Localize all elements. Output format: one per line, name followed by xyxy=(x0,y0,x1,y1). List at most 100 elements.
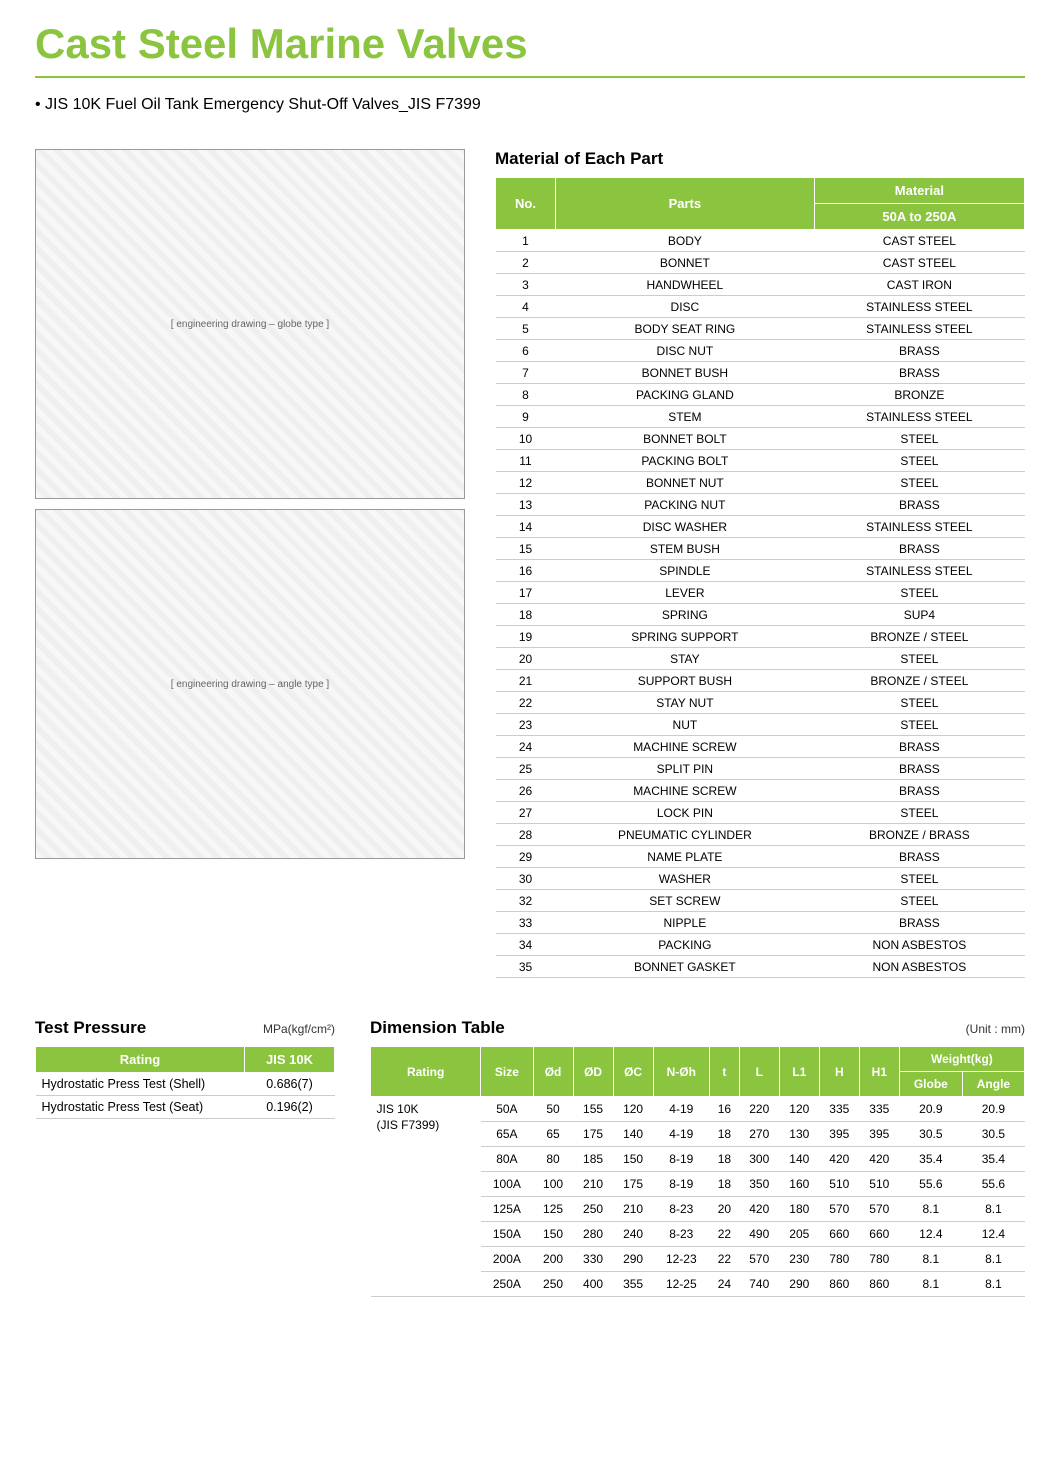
table-row: 32SET SCREWSTEEL xyxy=(496,890,1025,912)
cell-L: 740 xyxy=(739,1272,779,1297)
cell-part: DISC WASHER xyxy=(556,516,815,538)
cell-C: 210 xyxy=(613,1197,653,1222)
cell-wg: 30.5 xyxy=(899,1122,962,1147)
material-heading: Material of Each Part xyxy=(495,149,1025,169)
col-rating: Rating xyxy=(36,1047,245,1073)
cell-part: BONNET NUT xyxy=(556,472,815,494)
cell-t: 16 xyxy=(710,1097,740,1122)
cell-wg: 8.1 xyxy=(899,1197,962,1222)
cell-D: 330 xyxy=(573,1247,613,1272)
col-øc: ØC xyxy=(613,1047,653,1097)
cell-D: 210 xyxy=(573,1172,613,1197)
cell-part: STEM BUSH xyxy=(556,538,815,560)
table-row: Hydrostatic Press Test (Shell)0.686(7) xyxy=(36,1073,335,1096)
cell-part: NAME PLATE xyxy=(556,846,815,868)
col-angle: Angle xyxy=(962,1072,1024,1097)
col-weight: Weight(kg) xyxy=(899,1047,1024,1072)
table-row: 29NAME PLATEBRASS xyxy=(496,846,1025,868)
col-ød: ØD xyxy=(573,1047,613,1097)
cell-part: BONNET BUSH xyxy=(556,362,815,384)
cell-L1: 205 xyxy=(779,1222,819,1247)
cell-H: 780 xyxy=(819,1247,859,1272)
diagram-column: [ engineering drawing – globe type ] [ e… xyxy=(35,149,465,978)
cell-D: 185 xyxy=(573,1147,613,1172)
cell-material: STAINLESS STEEL xyxy=(814,296,1024,318)
cell-part: BONNET GASKET xyxy=(556,956,815,978)
cell-no: 14 xyxy=(496,516,556,538)
cell-C: 175 xyxy=(613,1172,653,1197)
table-row: 2BONNETCAST STEEL xyxy=(496,252,1025,274)
cell-material: NON ASBESTOS xyxy=(814,956,1024,978)
cell-Nh: 8-23 xyxy=(653,1197,709,1222)
cell-no: 3 xyxy=(496,274,556,296)
cell-D: 175 xyxy=(573,1122,613,1147)
cell-part: LEVER xyxy=(556,582,815,604)
cell-H: 660 xyxy=(819,1222,859,1247)
cell-D: 155 xyxy=(573,1097,613,1122)
cell-material: STEEL xyxy=(814,868,1024,890)
cell-material: BRONZE / STEEL xyxy=(814,670,1024,692)
cell-d: 65 xyxy=(533,1122,573,1147)
cell-no: 6 xyxy=(496,340,556,362)
cell-t: 18 xyxy=(710,1122,740,1147)
cell-wa: 55.6 xyxy=(962,1172,1024,1197)
table-row: 13PACKING NUTBRASS xyxy=(496,494,1025,516)
cell-material: STAINLESS STEEL xyxy=(814,560,1024,582)
cell-part: BONNET xyxy=(556,252,815,274)
cell-L: 420 xyxy=(739,1197,779,1222)
cell-H: 510 xyxy=(819,1172,859,1197)
cell-no: 11 xyxy=(496,450,556,472)
cell-L: 490 xyxy=(739,1222,779,1247)
table-row: 19SPRING SUPPORTBRONZE / STEEL xyxy=(496,626,1025,648)
cell-label: Hydrostatic Press Test (Seat) xyxy=(36,1096,245,1119)
table-row: 26MACHINE SCREWBRASS xyxy=(496,780,1025,802)
cell-D: 250 xyxy=(573,1197,613,1222)
cell-size: 65A xyxy=(481,1122,533,1147)
cell-C: 120 xyxy=(613,1097,653,1122)
cell-t: 18 xyxy=(710,1172,740,1197)
table-row: 10BONNET BOLTSTEEL xyxy=(496,428,1025,450)
cell-t: 22 xyxy=(710,1247,740,1272)
cell-material: STEEL xyxy=(814,802,1024,824)
cell-wa: 8.1 xyxy=(962,1247,1024,1272)
cell-d: 80 xyxy=(533,1147,573,1172)
table-row: 22STAY NUTSTEEL xyxy=(496,692,1025,714)
cell-material: STEEL xyxy=(814,648,1024,670)
col-l: L xyxy=(739,1047,779,1097)
cell-wa: 20.9 xyxy=(962,1097,1024,1122)
cell-material: BRASS xyxy=(814,494,1024,516)
cell-no: 27 xyxy=(496,802,556,824)
cell-H1: 570 xyxy=(859,1197,899,1222)
cell-t: 18 xyxy=(710,1147,740,1172)
cell-no: 8 xyxy=(496,384,556,406)
table-row: 35BONNET GASKETNON ASBESTOS xyxy=(496,956,1025,978)
cell-material: STEEL xyxy=(814,582,1024,604)
title-divider xyxy=(35,76,1025,78)
cell-material: SUP4 xyxy=(814,604,1024,626)
test-pressure-unit: MPa(kgf/cm²) xyxy=(263,1018,335,1036)
cell-L: 350 xyxy=(739,1172,779,1197)
cell-material: STEEL xyxy=(814,450,1024,472)
cell-wa: 30.5 xyxy=(962,1122,1024,1147)
cell-material: NON ASBESTOS xyxy=(814,934,1024,956)
material-column: Material of Each Part No. Parts Material… xyxy=(495,149,1025,978)
cell-material: STEEL xyxy=(814,428,1024,450)
cell-no: 4 xyxy=(496,296,556,318)
cell-no: 32 xyxy=(496,890,556,912)
table-row: JIS 10K(JIS F7399)50A501551204-191622012… xyxy=(371,1097,1025,1122)
cell-L: 220 xyxy=(739,1097,779,1122)
cell-C: 140 xyxy=(613,1122,653,1147)
cell-no: 7 xyxy=(496,362,556,384)
col-ød: Ød xyxy=(533,1047,573,1097)
cell-no: 22 xyxy=(496,692,556,714)
cell-C: 355 xyxy=(613,1272,653,1297)
table-row: 12BONNET NUTSTEEL xyxy=(496,472,1025,494)
cell-d: 150 xyxy=(533,1222,573,1247)
table-row: 7BONNET BUSHBRASS xyxy=(496,362,1025,384)
cell-H1: 335 xyxy=(859,1097,899,1122)
table-row: 30WASHERSTEEL xyxy=(496,868,1025,890)
cell-t: 20 xyxy=(710,1197,740,1222)
cell-part: BODY SEAT RING xyxy=(556,318,815,340)
table-row: 18SPRINGSUP4 xyxy=(496,604,1025,626)
material-table: No. Parts Material 50A to 250A 1BODYCAST… xyxy=(495,177,1025,978)
